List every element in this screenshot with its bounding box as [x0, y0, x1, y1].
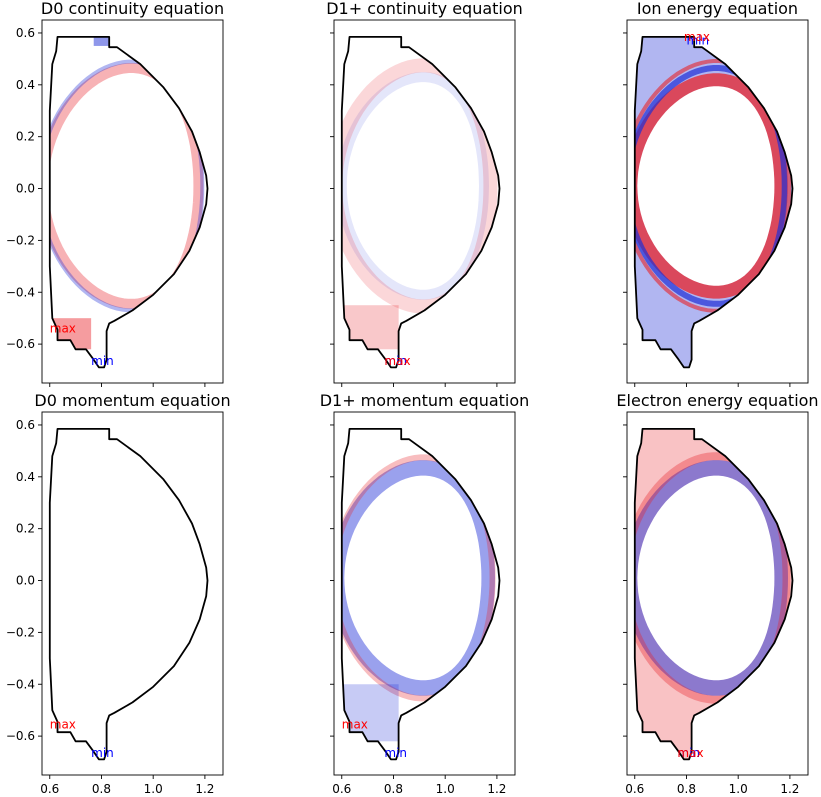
x-tick-label: 0.6	[332, 782, 351, 796]
field-ring	[49, 59, 205, 313]
annotation-max: max	[50, 717, 76, 731]
x-tick-label: 0.6	[625, 782, 644, 796]
field-core	[344, 475, 482, 681]
field-ring	[341, 460, 496, 696]
y-tick-label: 0.4	[16, 470, 35, 484]
y-tick-label: −0.2	[6, 233, 35, 247]
axes-frame	[626, 19, 809, 384]
y-tick-label: 0.0	[16, 182, 35, 196]
y-tick-label: −0.4	[6, 677, 35, 691]
annotation-min: min	[384, 354, 407, 368]
wall-outline	[633, 36, 794, 369]
annotation-min: min	[91, 354, 114, 368]
axes-frame	[333, 19, 516, 384]
subplot-4: 0.6 0.4 0.2 0.0 −0.2 −0.4 −0.6 0.6 0.8 1.0 1.2 D0 m…	[6, 391, 231, 796]
annotation-max: max	[684, 30, 710, 44]
wall-outline	[340, 428, 501, 761]
x-tick-label: 1.2	[195, 782, 214, 796]
y-tick-label: 0.2	[16, 130, 35, 144]
subplot-6: 0.6 0.8 1.0 1.2 Electron energy equation minm…	[616, 391, 818, 796]
y-tick-label: −0.2	[6, 625, 35, 639]
field-patch	[93, 36, 110, 46]
y-tick-label: −0.4	[6, 285, 35, 299]
x-tick-label: 0.6	[40, 782, 59, 796]
y-tick-label: 0.4	[16, 78, 35, 92]
y-tick-label: 0.2	[16, 522, 35, 536]
subplot-5: 0.6 0.8 1.0 1.2 D1+ momentum equation max min	[320, 391, 530, 796]
subplot-title: Electron energy equation	[616, 391, 818, 410]
annotation-max: max	[50, 322, 76, 336]
annotation-min: min	[677, 746, 700, 760]
x-tick-label: 1.2	[487, 782, 506, 796]
axes-frame	[41, 19, 224, 384]
field-layer	[341, 454, 496, 742]
axes-frame	[333, 411, 516, 776]
y-tick-label: −0.6	[6, 729, 35, 743]
y-tick-label: 0.6	[16, 26, 35, 40]
field-core	[637, 475, 775, 681]
field-layer	[634, 428, 793, 760]
x-tick-label: 1.0	[436, 782, 455, 796]
annotation-min: min	[686, 34, 709, 48]
subplot-title: Ion energy equation	[637, 0, 798, 18]
annotation-max: max	[384, 354, 410, 368]
wall-outline	[633, 428, 794, 761]
axes-frame	[626, 411, 809, 776]
wall-outline	[48, 36, 209, 369]
x-tick-label: 1.2	[780, 782, 799, 796]
wall-outline	[48, 428, 209, 761]
field-layer	[634, 36, 793, 368]
field-core	[637, 86, 775, 286]
field-layer	[341, 58, 498, 350]
annotation-min: min	[384, 746, 407, 760]
y-tick-label: −0.6	[6, 337, 35, 351]
field-ring	[634, 73, 788, 299]
annotation-min: min	[91, 746, 114, 760]
y-tick-label: 0.6	[16, 418, 35, 432]
subplot-title: D1+ momentum equation	[320, 391, 530, 410]
annotation-max: max	[677, 746, 703, 760]
axes-frame	[41, 411, 224, 776]
x-tick-label: 0.8	[92, 782, 111, 796]
subplot-title: D1+ continuity equation	[326, 0, 523, 18]
x-tick-label: 1.0	[729, 782, 748, 796]
x-tick-label: 0.8	[384, 782, 403, 796]
subplot-1: 0.6 0.4 0.2 0.0 −0.2 −0.4 −0.6 D0 continuity eq…	[6, 0, 224, 387]
annotation-max: max	[342, 717, 368, 731]
field-ring	[634, 460, 789, 696]
field-patch	[341, 305, 399, 350]
wall-outline	[340, 36, 501, 369]
subplot-title: D0 momentum equation	[34, 391, 230, 410]
x-tick-label: 1.0	[144, 782, 163, 796]
field-layer	[49, 36, 205, 350]
x-tick-label: 0.8	[677, 782, 696, 796]
y-tick-label: 0.0	[16, 574, 35, 588]
subplot-title: D0 continuity equation	[41, 0, 224, 18]
